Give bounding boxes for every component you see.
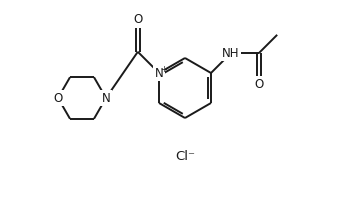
Text: N: N [102,91,110,104]
Text: N: N [155,67,164,80]
Text: Cl⁻: Cl⁻ [175,150,195,163]
Text: +: + [160,64,167,74]
Text: NH: NH [222,47,240,60]
Text: O: O [133,13,142,26]
Text: O: O [254,78,263,91]
Text: O: O [54,91,62,104]
